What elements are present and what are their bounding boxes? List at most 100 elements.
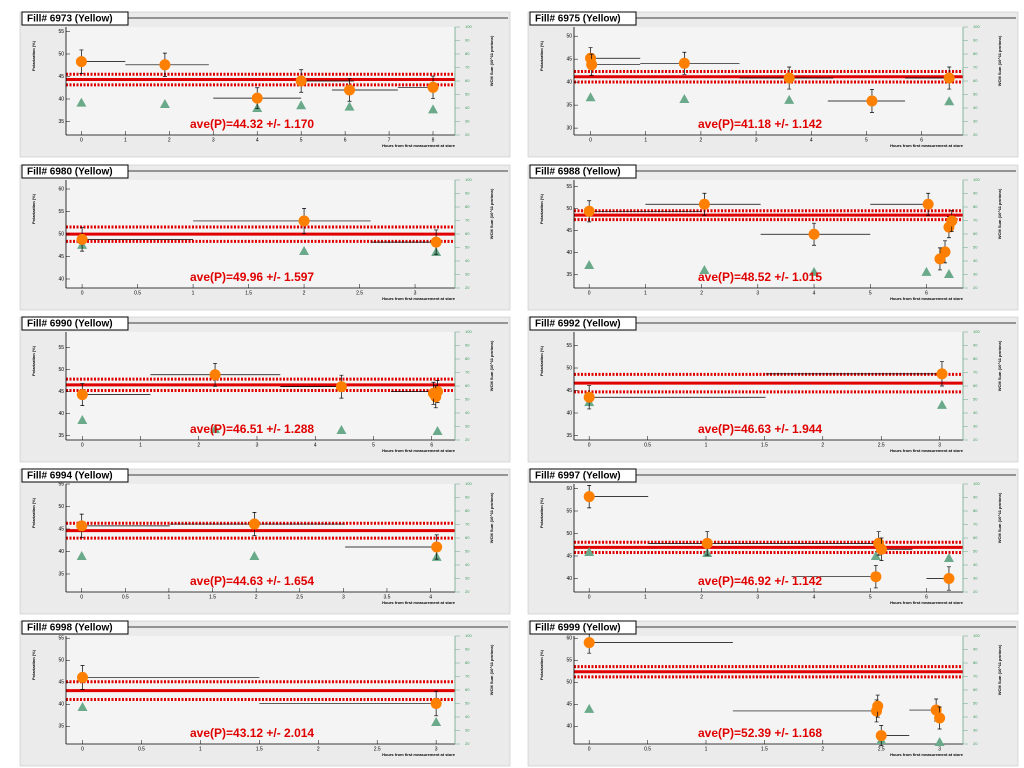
x-tick-label: 3 — [756, 594, 759, 600]
wcm-marker — [934, 736, 945, 746]
x-tick-label: 4 — [813, 290, 816, 296]
point — [76, 520, 88, 532]
wcm-marker — [428, 104, 439, 114]
annotation: ave(P)=48.52 +/- 1.015 — [698, 270, 822, 284]
y2-tick-label: 30 — [465, 576, 470, 581]
x-tick-label: 0 — [589, 137, 592, 143]
x-tick-label: 0.5 — [644, 442, 651, 448]
x-tick-label: 5 — [869, 290, 872, 296]
y2-tick-label: 70 — [465, 65, 470, 70]
point — [698, 198, 710, 210]
y-tick-label: 50 — [58, 231, 64, 237]
y-tick-label: 45 — [58, 526, 64, 532]
y-axis-label: Polarization (%) — [31, 497, 36, 528]
point — [783, 72, 795, 84]
y2-tick-label: 100 — [465, 24, 472, 29]
y-tick-label: 40 — [566, 79, 572, 85]
wcm-marker — [432, 425, 443, 435]
y2-tick-label: 90 — [465, 647, 470, 652]
point — [934, 712, 946, 724]
point — [583, 637, 595, 649]
x-tick-label: 3 — [435, 746, 438, 752]
x-tick-label: 0 — [588, 594, 591, 600]
plot-area — [574, 484, 963, 592]
point — [946, 215, 958, 227]
title-box — [21, 11, 129, 26]
y2-axis-label: WCM Sum (10^11 protons) — [997, 340, 1002, 391]
wcm-marker — [921, 266, 932, 276]
y2-tick-label: 30 — [973, 424, 978, 429]
y2-tick-label: 40 — [465, 714, 470, 719]
y-tick-label: 55 — [58, 481, 64, 487]
y2-tick-label: 80 — [973, 204, 978, 209]
y2-tick-label: 20 — [973, 132, 978, 137]
y-tick-label: 50 — [566, 680, 572, 686]
title-box — [529, 316, 637, 331]
y-tick-label: 50 — [566, 365, 572, 371]
annotation: ave(P)=46.92 +/- 1.142 — [698, 574, 822, 588]
y2-tick-label: 90 — [465, 495, 470, 500]
y2-tick-label: 60 — [973, 231, 978, 236]
y-tick-label: 40 — [58, 702, 64, 708]
y-tick-label: 50 — [566, 206, 572, 212]
point — [943, 72, 955, 84]
y-tick-label: 40 — [566, 576, 572, 582]
y-tick-label: 55 — [58, 209, 64, 215]
x-tick-label: 6 — [925, 290, 928, 296]
x-axis-label: Hours from first measurement at store — [382, 143, 456, 148]
y2-axis-label: WCM Sum (10^11 protons) — [489, 644, 494, 695]
y2-tick-label: 70 — [465, 522, 470, 527]
panel: 40 45 50 55 60 0 0.5 1 1.5 2 2.5 3 20 30 40 50 60 70 80 90 1… — [19, 164, 511, 311]
x-tick-label: 2 — [255, 594, 258, 600]
y-tick-label: 45 — [566, 702, 572, 708]
wcm-marker — [77, 702, 88, 712]
x-tick-label: 0 — [588, 290, 591, 296]
panel: 35 40 45 50 55 0 0.5 1 1.5 2 2.5 3 20 30 40 50 60 70 80 90 1… — [527, 316, 1019, 463]
y2-tick-label: 50 — [465, 549, 470, 554]
y-tick-label: 30 — [566, 125, 572, 131]
point — [943, 573, 955, 584]
x-tick-label: 5 — [372, 442, 375, 448]
y2-tick-label: 40 — [465, 410, 470, 415]
y-tick-label: 55 — [58, 345, 64, 351]
y2-tick-label: 80 — [465, 356, 470, 361]
y2-tick-label: 30 — [973, 272, 978, 277]
wcm-marker — [784, 94, 795, 104]
y2-axis-label: WCM Sum (10^11 protons) — [489, 492, 494, 543]
y2-tick-label: 100 — [465, 177, 472, 182]
y2-tick-label: 40 — [465, 258, 470, 263]
point — [936, 368, 948, 380]
x-tick-label: 1 — [199, 746, 202, 752]
point — [870, 571, 882, 583]
y-tick-label: 35 — [58, 724, 64, 730]
y2-tick-label: 50 — [973, 549, 978, 554]
wcm-marker — [584, 260, 595, 270]
y2-tick-label: 50 — [465, 245, 470, 250]
x-tick-label: 1.5 — [761, 746, 768, 752]
x-tick-label: 0 — [81, 746, 84, 752]
y2-axis-label: WCM Sum (10^11 protons) — [997, 492, 1002, 543]
y2-tick-label: 90 — [973, 38, 978, 43]
y2-tick-label: 80 — [465, 51, 470, 56]
y-axis-label: Polarization (%) — [539, 345, 544, 376]
x-tick-label: 1 — [124, 137, 127, 143]
y2-tick-label: 90 — [973, 191, 978, 196]
point — [248, 518, 260, 530]
y2-tick-label: 30 — [465, 728, 470, 733]
x-tick-label: 1 — [168, 594, 171, 600]
y2-axis-label: WCM Sum (10^11 protons) — [489, 340, 494, 391]
x-tick-label: 1.5 — [209, 594, 216, 600]
y2-tick-label: 60 — [465, 231, 470, 236]
x-tick-label: 2 — [821, 746, 824, 752]
x-tick-label: 7 — [388, 137, 391, 143]
y2-tick-label: 30 — [465, 424, 470, 429]
y-tick-label: 60 — [58, 186, 64, 192]
x-tick-label: 4 — [429, 594, 432, 600]
point — [808, 228, 820, 240]
point — [678, 57, 690, 69]
y-tick-label: 45 — [566, 553, 572, 559]
y2-axis-label: WCM Sum (10^11 protons) — [997, 35, 1002, 86]
point — [586, 59, 598, 71]
y-tick-label: 55 — [566, 343, 572, 349]
